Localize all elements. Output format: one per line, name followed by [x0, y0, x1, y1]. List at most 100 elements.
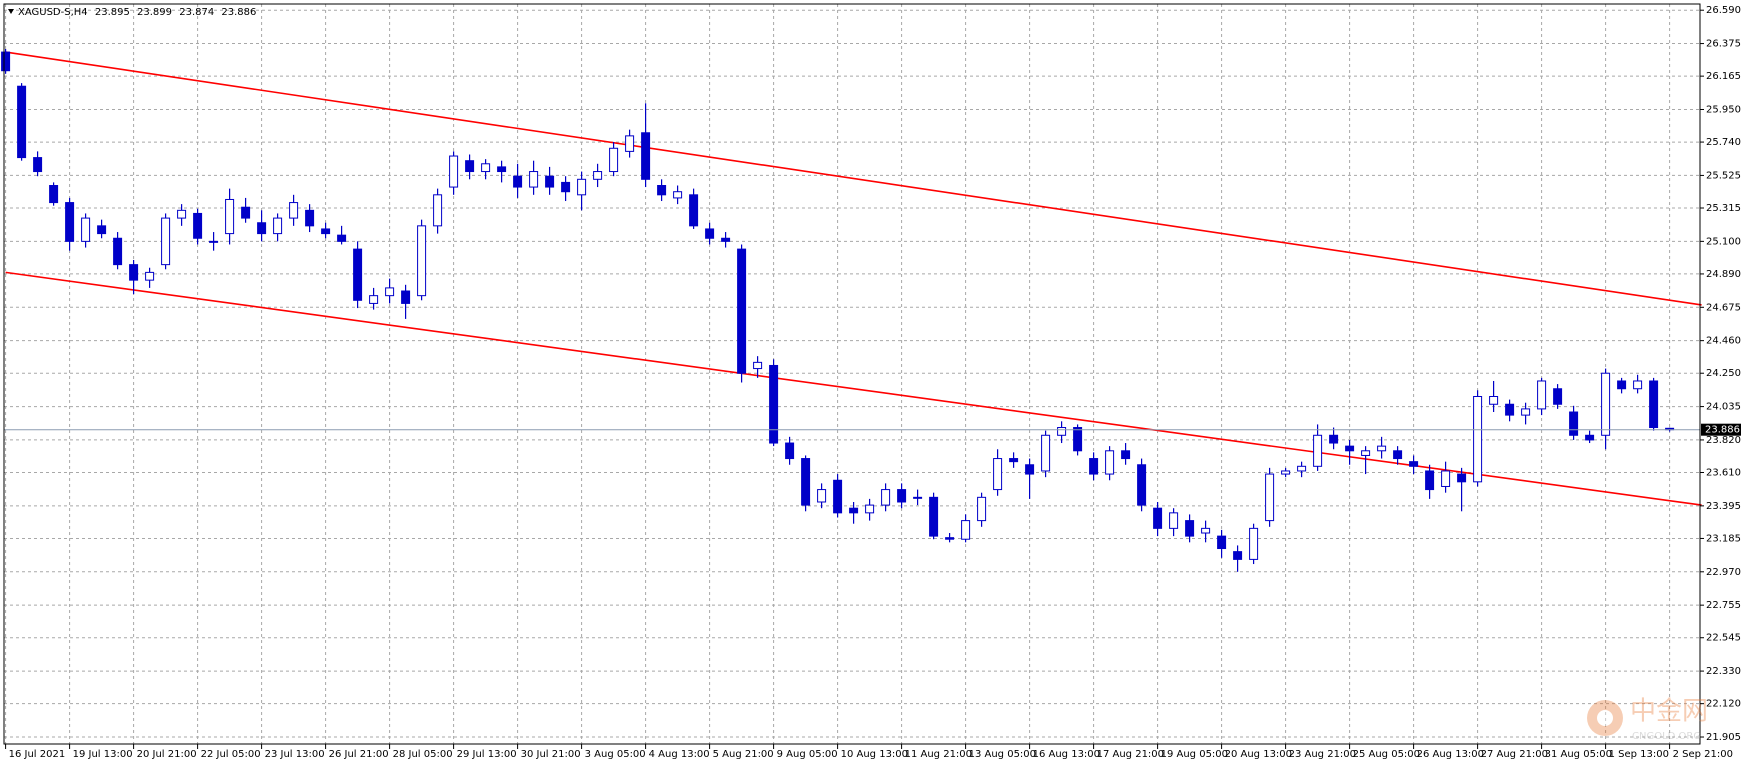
x-tick-label: 3 Aug 05:00: [585, 749, 646, 760]
candle-body: [337, 234, 347, 242]
trend-line: [5, 271, 1702, 506]
candle-body: [1281, 470, 1291, 475]
watermark-logo: [1587, 700, 1623, 736]
candle-body: [833, 479, 843, 514]
candle-body: [497, 166, 507, 173]
candle-body: [321, 228, 331, 235]
candle-body: [145, 271, 155, 281]
candle-body: [1089, 458, 1099, 475]
y-tick-label: 23.185: [1706, 533, 1741, 544]
candle-body: [385, 287, 395, 297]
x-tick-label: 16 Jul 2021: [9, 749, 66, 760]
candle-body: [1249, 527, 1259, 560]
header-symbol: XAGUSD-S,H4: [18, 7, 88, 18]
candle-body: [1617, 380, 1627, 390]
candle-body: [1633, 380, 1643, 390]
candle-body: [641, 132, 651, 180]
candle-body: [1217, 535, 1227, 550]
x-tick-label: 26 Jul 21:00: [329, 749, 389, 760]
x-tick-label: 19 Aug 05:00: [1161, 749, 1228, 760]
x-tick-label: 27 Aug 21:00: [1481, 749, 1548, 760]
x-tick-label: 17 Aug 21:00: [1097, 749, 1164, 760]
candle-body: [1585, 434, 1595, 441]
candle-body: [929, 496, 939, 537]
candle-body: [1553, 388, 1563, 405]
candle-body: [241, 206, 251, 219]
candle-body: [609, 147, 619, 173]
x-tick-label: 11 Aug 21:00: [905, 749, 972, 760]
watermark: 中金网 CNGOLD.ORG: [1587, 697, 1708, 742]
candle-body: [401, 290, 411, 304]
candle-body: [1009, 458, 1019, 463]
y-tick-label: 23.820: [1706, 435, 1741, 446]
plot-frame: [3, 3, 1701, 745]
candle-body: [1521, 408, 1531, 416]
candle-body: [705, 228, 715, 239]
grid-layer: [4, 4, 1700, 744]
x-tick-label: 23 Jul 13:00: [265, 749, 325, 760]
y-tick-label: 25.950: [1706, 104, 1741, 115]
y-tick-label: 24.250: [1706, 368, 1741, 379]
candle-body: [993, 458, 1003, 491]
candle-body: [177, 209, 187, 219]
candle-body: [1, 51, 11, 72]
watermark-title: 中金网: [1630, 697, 1708, 727]
candle-body: [1329, 434, 1339, 444]
header-arrow: [8, 9, 14, 14]
y-tick-label: 23.610: [1706, 468, 1741, 479]
x-tick-label: 5 Aug 21:00: [713, 749, 774, 760]
candle-body: [1473, 395, 1483, 483]
x-tick-label: 19 Jul 13:00: [73, 749, 133, 760]
candle-body: [849, 507, 859, 514]
x-tick-label: 25 Aug 05:00: [1353, 749, 1420, 760]
y-tick-label: 25.740: [1706, 137, 1741, 148]
candle-body: [1505, 403, 1515, 416]
x-tick-label: 28 Jul 05:00: [393, 749, 453, 760]
candle-body: [1489, 395, 1499, 405]
candle-body: [1073, 427, 1083, 452]
header-close: 23.886: [221, 7, 256, 18]
header-low: 23.874: [179, 7, 214, 18]
candle-body: [353, 248, 363, 301]
x-tick-label: 1 Sep 13:00: [1609, 749, 1669, 760]
candle-body: [737, 248, 747, 374]
header-open: 23.895: [95, 7, 130, 18]
x-tick-label: 16 Aug 13:00: [1033, 749, 1100, 760]
x-tick-label: 26 Aug 13:00: [1417, 749, 1484, 760]
candle-body: [305, 209, 315, 227]
candle-body: [961, 520, 971, 540]
candle-body: [1137, 464, 1147, 506]
header: XAGUSD-S,H4 23.895 23.899 23.874 23.886: [18, 7, 256, 18]
current-price-box: [1701, 423, 1741, 436]
candle-body: [1649, 380, 1659, 429]
y-tick-label: 26.375: [1706, 39, 1741, 50]
candle-body: [1105, 450, 1115, 475]
candle-body: [1057, 427, 1067, 436]
candle-body: [1393, 450, 1403, 460]
y-tick-label: 22.970: [1706, 567, 1741, 578]
watermark-subtitle: CNGOLD.ORG: [1632, 731, 1701, 742]
candle-body: [465, 160, 475, 173]
candle-body: [657, 185, 667, 196]
y-tick-label: 22.330: [1706, 666, 1741, 677]
x-tick-label: 13 Aug 05:00: [969, 749, 1036, 760]
candle-body: [1297, 465, 1307, 472]
candle-body: [257, 222, 267, 235]
candle-body: [17, 85, 27, 159]
candle-body: [593, 171, 603, 180]
candle-body: [1377, 445, 1387, 452]
candle-body: [817, 489, 827, 503]
candle-body: [577, 178, 587, 196]
candle-body: [1201, 527, 1211, 534]
y-tick-label: 26.165: [1706, 71, 1741, 82]
candle-body: [209, 240, 219, 243]
candle-body: [881, 489, 891, 506]
candle-body: [1569, 411, 1579, 436]
y-tick-label: 22.545: [1706, 633, 1741, 644]
candle-body: [977, 496, 987, 522]
candle-body: [433, 194, 443, 227]
x-tick-label: 20 Aug 13:00: [1225, 749, 1292, 760]
candle-body: [1537, 380, 1547, 410]
y-tick-label: 25.100: [1706, 236, 1741, 247]
